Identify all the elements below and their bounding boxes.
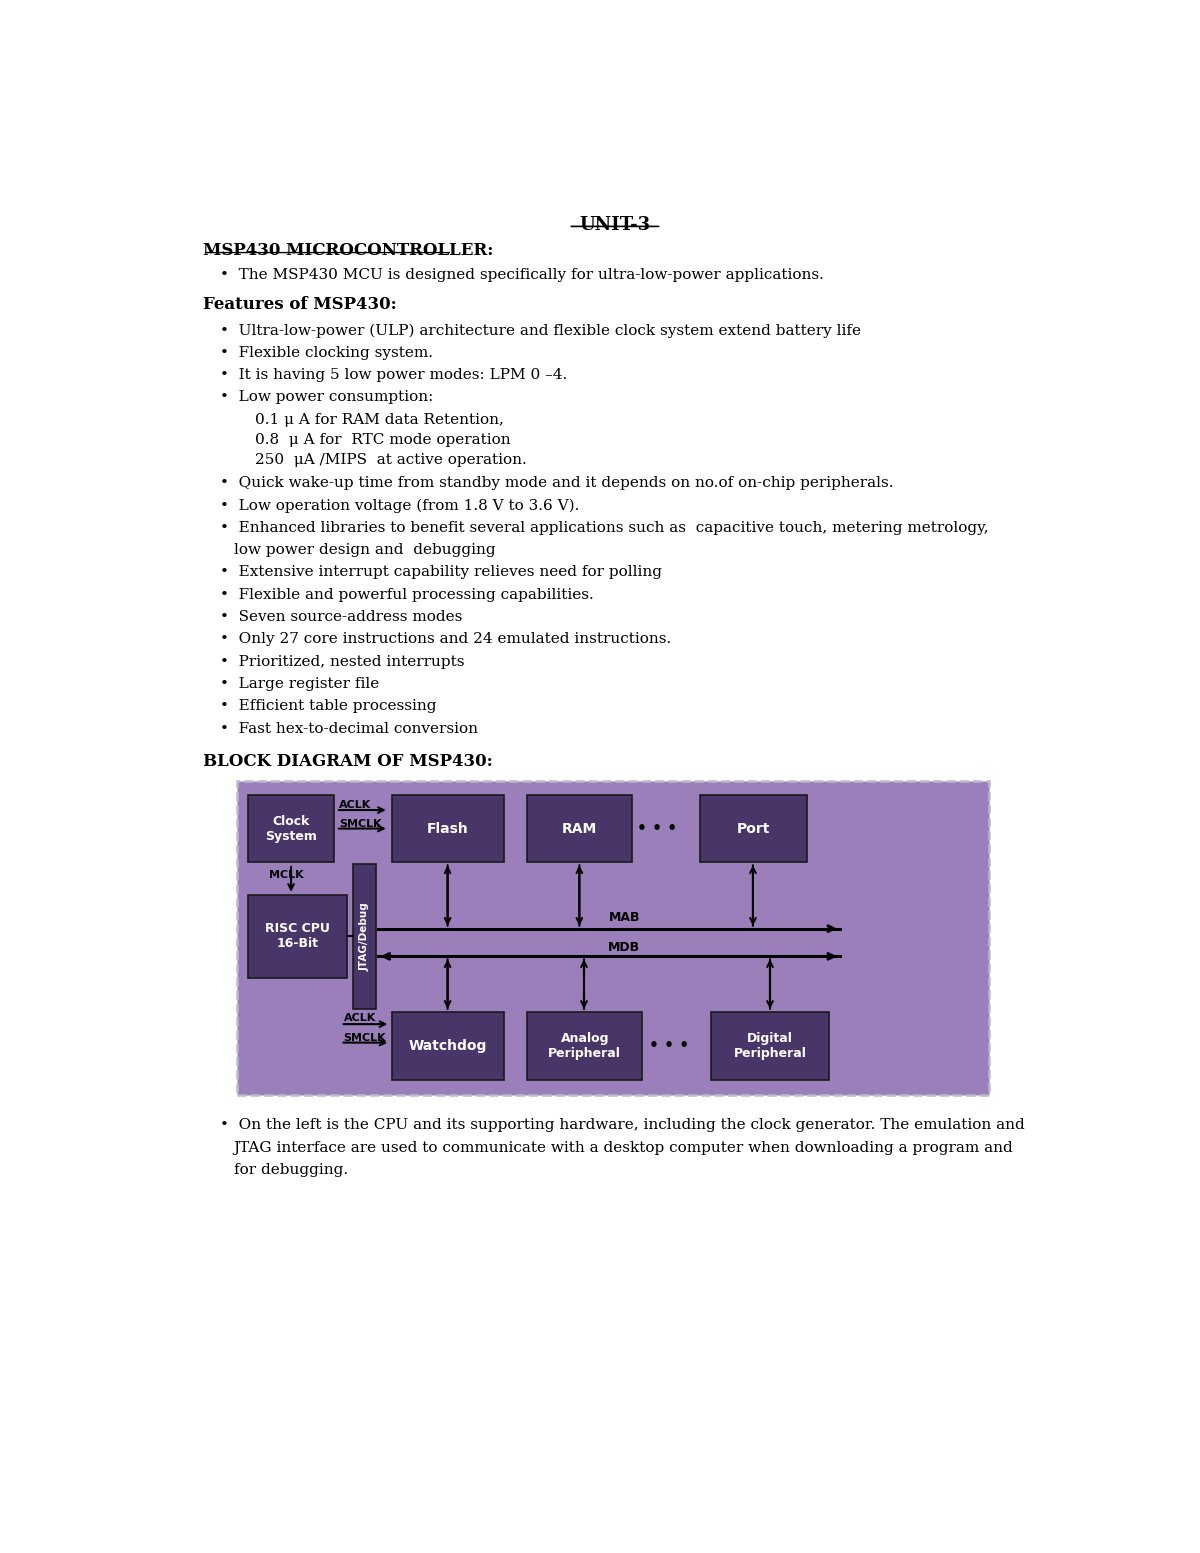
Text: •  Low operation voltage (from 1.8 V to 3.6 V).: • Low operation voltage (from 1.8 V to 3… <box>220 499 580 512</box>
Text: •  Enhanced libraries to benefit several applications such as  capacitive touch,: • Enhanced libraries to benefit several … <box>220 520 989 534</box>
Text: •  Extensive interrupt capability relieves need for polling: • Extensive interrupt capability relieve… <box>220 565 661 579</box>
Text: •  On the left is the CPU and its supporting hardware, including the clock gener: • On the left is the CPU and its support… <box>220 1118 1025 1132</box>
Text: ACLK: ACLK <box>343 1013 376 1023</box>
Text: •  Low power consumption:: • Low power consumption: <box>220 390 433 404</box>
Text: •  Flexible clocking system.: • Flexible clocking system. <box>220 346 433 360</box>
Text: Port: Port <box>737 822 770 836</box>
Text: 0.8  μ A for  RTC mode operation: 0.8 μ A for RTC mode operation <box>254 433 510 447</box>
Text: UNIT-3: UNIT-3 <box>580 216 650 233</box>
Bar <box>236 781 989 1095</box>
Text: JTAG interface are used to communicate with a desktop computer when downloading : JTAG interface are used to communicate w… <box>234 1141 1014 1155</box>
Text: MAB: MAB <box>608 912 640 924</box>
Text: •  Only 27 core instructions and 24 emulated instructions.: • Only 27 core instructions and 24 emula… <box>220 632 671 646</box>
Bar <box>701 795 808 862</box>
Text: Clock
System: Clock System <box>265 814 317 843</box>
Bar <box>247 795 335 862</box>
Text: •  Seven source-address modes: • Seven source-address modes <box>220 610 462 624</box>
Text: Flash: Flash <box>427 822 469 836</box>
Text: BLOCK DIAGRAM OF MSP430:: BLOCK DIAGRAM OF MSP430: <box>203 753 492 770</box>
Text: for debugging.: for debugging. <box>234 1163 348 1177</box>
Text: 0.1 μ A for RAM data Retention,: 0.1 μ A for RAM data Retention, <box>254 413 504 427</box>
Text: ACLK: ACLK <box>340 800 371 811</box>
Text: RISC CPU
16-Bit: RISC CPU 16-Bit <box>265 922 330 950</box>
Text: • • •: • • • <box>637 822 677 836</box>
Text: SMCLK: SMCLK <box>343 1033 386 1044</box>
Bar <box>528 795 632 862</box>
Text: •  Fast hex-to-decimal conversion: • Fast hex-to-decimal conversion <box>220 722 478 736</box>
Text: JTAG/Debug: JTAG/Debug <box>360 902 370 971</box>
Text: Features of MSP430:: Features of MSP430: <box>203 295 396 312</box>
Text: 250  μA /MIPS  at active operation.: 250 μA /MIPS at active operation. <box>254 453 527 467</box>
Text: MDB: MDB <box>608 941 641 954</box>
Text: •  Efficient table processing: • Efficient table processing <box>220 699 437 713</box>
Text: • • •: • • • <box>649 1037 689 1053</box>
Text: •  Prioritized, nested interrupts: • Prioritized, nested interrupts <box>220 654 464 668</box>
Text: •  Large register file: • Large register file <box>220 677 379 691</box>
Text: •  Ultra-low-power (ULP) architecture and flexible clock system extend battery l: • Ultra-low-power (ULP) architecture and… <box>220 323 860 339</box>
Text: MSP430 MICROCONTROLLER:: MSP430 MICROCONTROLLER: <box>203 242 493 259</box>
Text: •  The MSP430 MCU is designed specifically for ultra-low-power applications.: • The MSP430 MCU is designed specificall… <box>220 269 823 283</box>
Text: Watchdog: Watchdog <box>409 1039 487 1053</box>
Text: •  Flexible and powerful processing capabilities.: • Flexible and powerful processing capab… <box>220 587 594 601</box>
Bar <box>528 1013 642 1079</box>
Bar <box>247 895 347 978</box>
Text: •  Quick wake-up time from standby mode and it depends on no.of on-chip peripher: • Quick wake-up time from standby mode a… <box>220 475 893 489</box>
Text: SMCLK: SMCLK <box>340 818 382 829</box>
Text: RAM: RAM <box>562 822 598 836</box>
Text: Digital
Peripheral: Digital Peripheral <box>733 1031 806 1059</box>
Bar <box>391 795 504 862</box>
Text: MCLK: MCLK <box>269 870 304 879</box>
Bar <box>353 863 377 1009</box>
Bar <box>712 1013 829 1079</box>
Bar <box>391 1013 504 1079</box>
Text: •  It is having 5 low power modes: LPM 0 –4.: • It is having 5 low power modes: LPM 0 … <box>220 368 568 382</box>
Text: Analog
Peripheral: Analog Peripheral <box>548 1031 622 1059</box>
Text: low power design and  debugging: low power design and debugging <box>234 544 496 558</box>
